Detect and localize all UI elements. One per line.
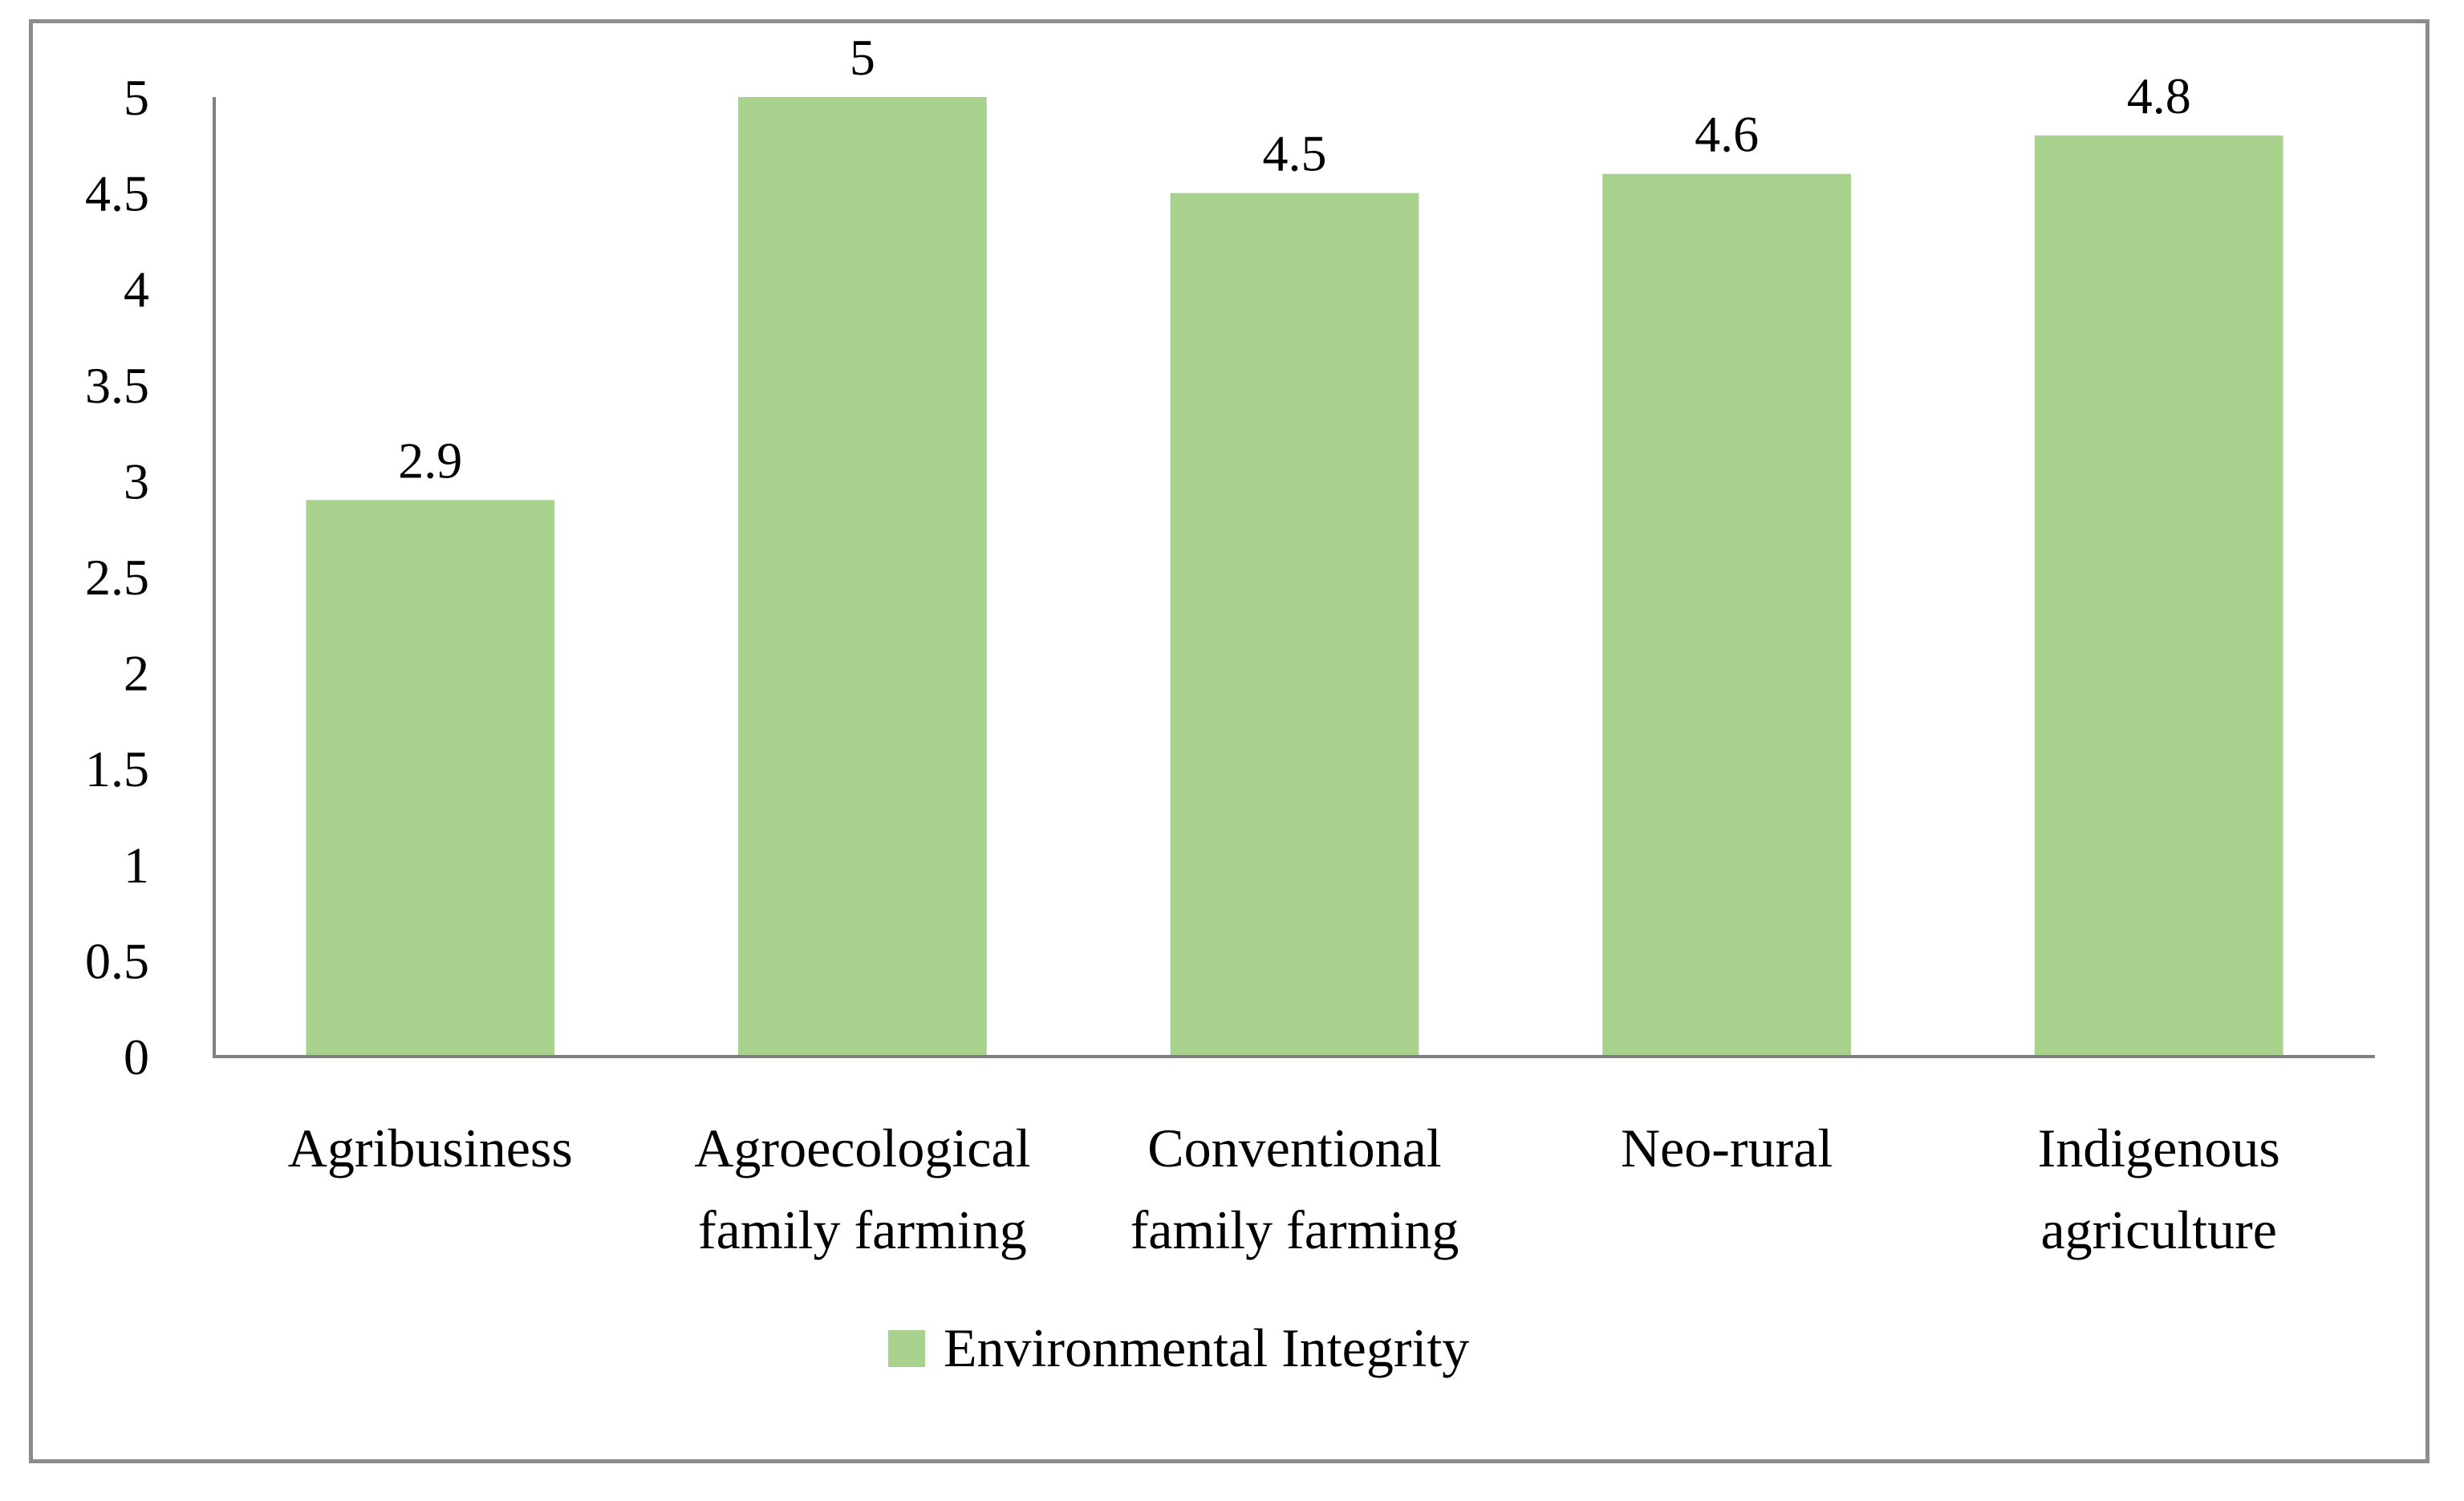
category-label-line: Agroecological	[694, 1118, 1030, 1178]
y-axis-ticks: 0 0.5 1 1.5 2 2.5 3 3.5 4 4.5 5	[85, 69, 149, 1085]
category-label-line: Neo-rural	[1621, 1118, 1833, 1178]
data-label: 4.5	[1263, 125, 1327, 182]
bar	[1602, 173, 1851, 1057]
y-tick-label: 2.5	[85, 549, 149, 606]
y-tick-label: 0	[124, 1028, 149, 1085]
y-tick-label: 3	[124, 452, 149, 509]
bar	[306, 500, 555, 1057]
bars	[306, 97, 2283, 1057]
data-label: 4.6	[1695, 106, 1759, 163]
category-label-line: family farming	[1131, 1199, 1459, 1260]
chart-frame: 0 0.5 1 1.5 2 2.5 3 3.5 4 4.5 5 2.9 5 4.5 4.6 4.8 Agri…	[29, 19, 2429, 1463]
legend-label: Environmental Integrity	[944, 1317, 1469, 1378]
category-label-line: family farming	[698, 1199, 1027, 1260]
bar	[738, 97, 987, 1057]
y-tick-label: 3.5	[85, 357, 149, 414]
category-label: Agroecological family farming	[694, 1118, 1030, 1260]
category-label-line: agriculture	[2040, 1199, 2277, 1260]
data-label: 4.8	[2127, 67, 2191, 124]
y-tick-label: 5	[124, 69, 149, 126]
legend-swatch	[888, 1330, 925, 1367]
data-labels: 2.9 5 4.5 4.6 4.8	[398, 29, 2190, 489]
data-label: 2.9	[398, 432, 462, 489]
category-label: Indigenous agriculture	[2038, 1118, 2280, 1260]
y-tick-label: 1	[124, 837, 149, 894]
y-tick-label: 4.5	[85, 165, 149, 222]
y-tick-label: 0.5	[85, 932, 149, 989]
data-label: 5	[850, 29, 875, 86]
category-label: Neo-rural	[1621, 1118, 1833, 1178]
category-label-line: Indigenous	[2038, 1118, 2280, 1178]
category-label-line: Conventional	[1147, 1118, 1441, 1178]
axes	[213, 97, 2375, 1058]
y-tick-label: 1.5	[85, 740, 149, 797]
bar	[1170, 193, 1419, 1057]
category-label: Agribusiness	[288, 1118, 573, 1178]
bar	[2034, 135, 2283, 1057]
category-labels: Agribusiness Agroecological family farming…	[288, 1118, 2280, 1260]
y-tick-label: 2	[124, 645, 149, 702]
category-label-line: Agribusiness	[288, 1118, 573, 1178]
legend: Environmental Integrity	[888, 1317, 1469, 1378]
y-tick-label: 4	[124, 261, 149, 318]
category-label: Conventional family farming	[1131, 1118, 1459, 1260]
bar-chart: 0 0.5 1 1.5 2 2.5 3 3.5 4 4.5 5 2.9 5 4.5 4.6 4.8 Agri…	[85, 29, 2375, 1378]
